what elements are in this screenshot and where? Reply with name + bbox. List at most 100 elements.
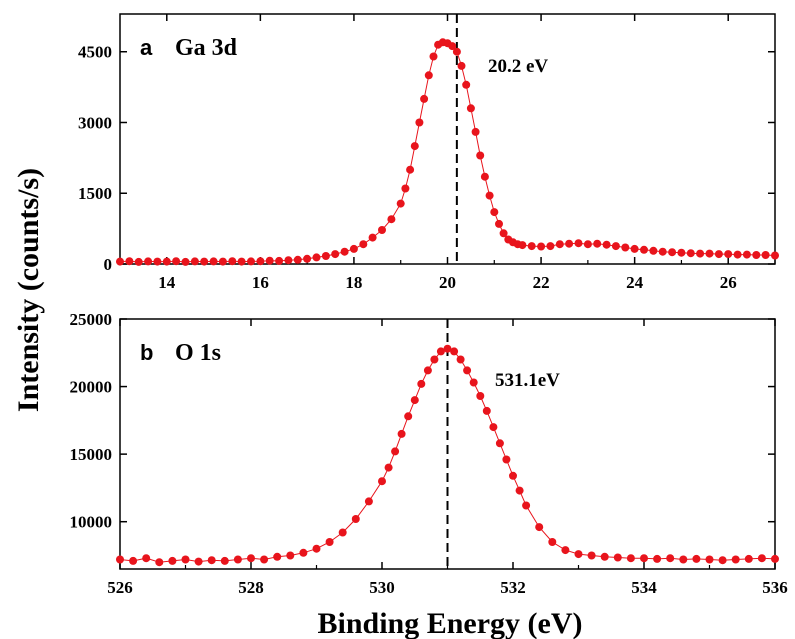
panel-b-data-point (502, 455, 511, 464)
panel-a-data-point (611, 242, 620, 251)
panel-b-data-point (391, 447, 400, 456)
panel-a-peak-annotation: 20.2 eV (488, 56, 548, 77)
panel-b-data-point (771, 554, 779, 563)
panel-b-data-point (535, 523, 544, 532)
panel-b-data-point (705, 555, 714, 564)
panel-a-data-point (640, 245, 648, 254)
panel-a-series-line (119, 41, 776, 263)
panel-a-data-point (574, 239, 583, 248)
panel-b-y-tick-label: 15000 (70, 445, 113, 464)
panel-b-data-point (613, 553, 622, 562)
panel-a-data-point (462, 80, 471, 89)
panel-a-data-point (181, 257, 190, 266)
panel-a-y-tick-label: 1500 (78, 184, 112, 203)
panel-b-data-point (469, 378, 478, 387)
panel-a-data-point (247, 257, 255, 266)
panel-a-data-point (490, 208, 499, 217)
panel-b-data-point (299, 548, 308, 557)
panel-a-data-point (480, 172, 489, 181)
panel-b-data-point (489, 423, 498, 432)
panel-b-data-point (450, 347, 459, 356)
panel-a-data-point (771, 251, 779, 260)
panel-a-data-point (200, 257, 209, 266)
panel-b-data-point (626, 554, 635, 563)
panel-a-data-point (621, 243, 630, 252)
x-axis-title: Binding Energy (eV) (317, 607, 582, 639)
panel-a-data-point (649, 246, 658, 255)
panel-b-y-tick-label: 20000 (70, 378, 113, 397)
panel-a-data-point (172, 257, 181, 266)
panel-a-data-point (275, 256, 284, 265)
panel-a-data-point (476, 151, 485, 160)
panel-a-x-tick-label: 16 (252, 273, 269, 292)
panel-b-data-point (640, 554, 648, 563)
panel-b-x-tick-label: 532 (500, 578, 526, 597)
panel-a-data-point (396, 199, 405, 208)
panel-a-data-point (471, 127, 480, 136)
panel-a-data-point (537, 242, 546, 251)
panel-a-data-point (658, 247, 667, 256)
panel-a-y-tick-label: 0 (104, 255, 113, 274)
panel-b-title: O 1s (175, 340, 221, 366)
panel-a-data-point (565, 239, 574, 248)
panel-b-data-point (515, 486, 524, 495)
panel-b-data-point (286, 551, 295, 560)
panel-b-x-tick-label: 526 (107, 578, 133, 597)
panel-a-data-point (237, 257, 246, 266)
panel-a-data-point (457, 61, 466, 70)
panel-a-data-point (303, 254, 312, 263)
panel-b-data-point (423, 366, 432, 375)
panel-a-x-tick-label: 24 (626, 273, 644, 292)
panel-a-data-point (677, 248, 686, 257)
panel-b-data-point (476, 392, 485, 400)
panel-a-data-point (495, 219, 503, 228)
panel-a-data-point (733, 250, 742, 259)
panel-b-data-point (220, 556, 229, 565)
panel-a-data-point (761, 251, 770, 259)
panel-b-data-point (260, 555, 269, 564)
panel-a-data-point (546, 242, 555, 251)
panel-a-data-point (340, 247, 349, 256)
panel-a-x-tick-label: 18 (345, 273, 362, 292)
panel-a-data-point (518, 241, 527, 250)
panel-a-data-point (153, 257, 162, 266)
panel-a-ga3d: a Ga 3d 20.2 eV 14 16 18 20 22 24 26 0 1500 3000 4… (78, 13, 779, 292)
panel-b-data-point (744, 554, 753, 563)
panel-b-data-point (247, 554, 255, 563)
panel-b-data-point (718, 556, 727, 565)
panel-a-data-point (485, 191, 494, 200)
panel-b-data-point (207, 556, 216, 565)
panel-b-data-point (430, 355, 439, 364)
panel-a-data-point (593, 239, 602, 248)
panel-a-title: Ga 3d (175, 35, 238, 61)
panel-a-data-point (466, 104, 475, 113)
panel-b-y-tick-label: 25000 (70, 310, 113, 329)
panel-b-data-point (351, 515, 360, 523)
panel-b-data-point (364, 497, 373, 506)
panel-a-y-tick-label: 3000 (78, 113, 112, 132)
panel-a-x-tick-label: 22 (533, 273, 550, 292)
panel-a-data-point (724, 250, 733, 259)
panel-b-data-point (155, 558, 164, 567)
panel-a-data-point (209, 257, 218, 266)
panel-a-data-point (378, 226, 386, 234)
panel-b-data-point (653, 554, 662, 563)
panel-b-data-point (233, 555, 242, 564)
panel-b-data-point (731, 555, 740, 564)
panel-b-data-point (522, 501, 531, 510)
panel-a-data-point (714, 250, 723, 259)
panel-a-data-point (527, 242, 536, 251)
panel-a-data-point (452, 47, 461, 56)
panel-b-data-point (509, 471, 517, 480)
panel-a-data-point (424, 71, 433, 80)
panel-b-data-point (456, 355, 465, 364)
panel-a-data-point (387, 215, 396, 224)
panel-b-y-tick-label: 10000 (70, 513, 113, 532)
panel-b-data-point (600, 552, 609, 561)
panel-b-data-point (116, 555, 124, 564)
panel-b-data-point (436, 347, 445, 356)
panel-b-data-point (312, 544, 321, 553)
panel-a-data-point (368, 233, 377, 242)
panel-a-data-point (429, 52, 438, 61)
